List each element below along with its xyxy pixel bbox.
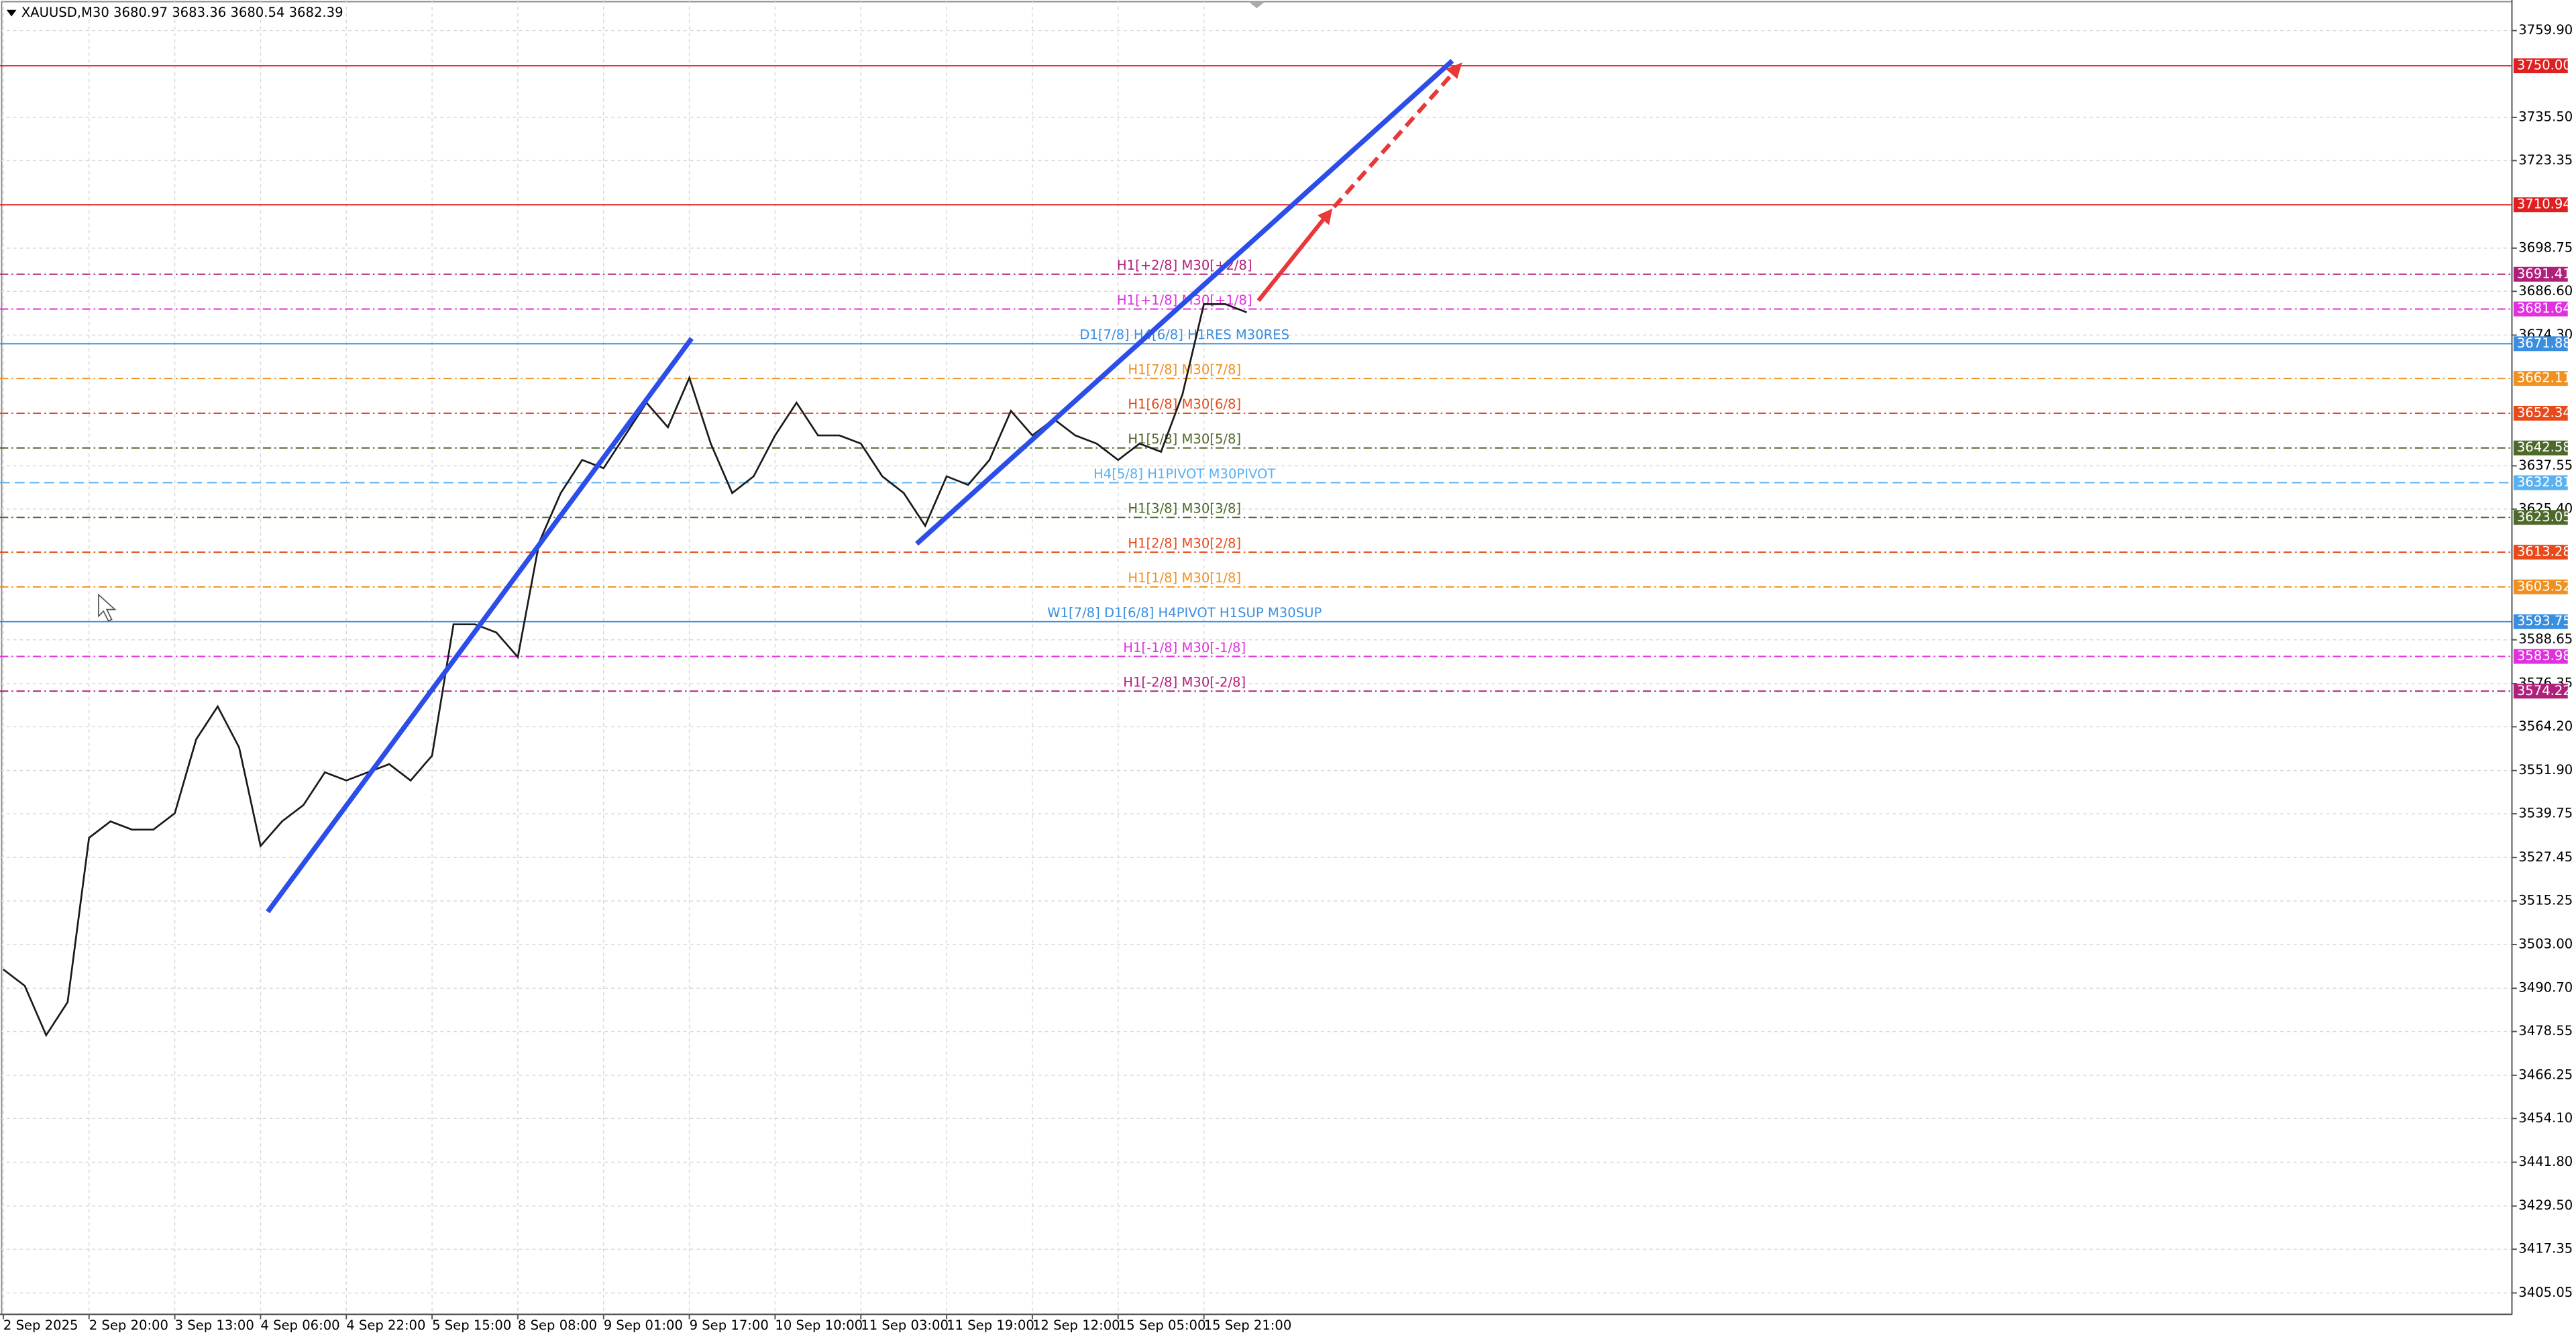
- y-tick-label: 3539.75: [2518, 806, 2573, 821]
- trend-line: [266, 337, 694, 914]
- y-tick-label: 3429.50: [2518, 1197, 2573, 1213]
- scroll-marker: [1248, 1, 1265, 9]
- y-tick-label: 3417.35: [2518, 1241, 2573, 1256]
- x-tick-label: 4 Sep 22:00: [346, 1318, 425, 1333]
- mouse-cursor: [98, 593, 117, 622]
- arrow-head: [1318, 209, 1333, 225]
- y-tick-label: 3478.55: [2518, 1023, 2573, 1038]
- levels: H1[+2/8] M30[+2/8]H1[+1/8] M30[+1/8]D1[7…: [0, 65, 2512, 692]
- x-tick-label: 11 Sep 19:00: [947, 1318, 1034, 1333]
- level-text: H1[7/8] M30[7/8]: [1128, 362, 1241, 377]
- y-tick-label: 3441.80: [2518, 1154, 2573, 1169]
- level-price-box: [2513, 649, 2568, 664]
- menu-marker[interactable]: [6, 9, 17, 17]
- level-price-box: [2513, 405, 2568, 421]
- level-price-box: [2513, 301, 2568, 317]
- level-price-label: 3632.81: [2517, 474, 2571, 490]
- x-tick-label: 4 Sep 06:00: [260, 1318, 339, 1333]
- level-price-label: 3642.58: [2517, 439, 2571, 455]
- y-tick-label: 3686.60: [2518, 283, 2573, 299]
- level-price-label: 3710.94: [2517, 197, 2571, 212]
- level-price-label: 3613.28: [2517, 544, 2571, 559]
- y-tick-label: 3405.05: [2518, 1285, 2573, 1300]
- y-tick-label: 3564.20: [2518, 718, 2573, 734]
- level-price-label: 3623.05: [2517, 509, 2571, 525]
- level-price-label: 3652.34: [2517, 405, 2571, 420]
- level-price-box: [2513, 684, 2568, 699]
- level-price-label: 3671.88: [2517, 335, 2571, 351]
- level-price-label: 3681.64: [2517, 301, 2571, 316]
- level-text: H1[6/8] M30[6/8]: [1128, 396, 1241, 412]
- x-tick-label: 3 Sep 13:00: [175, 1318, 254, 1333]
- level-price-box: [2513, 336, 2568, 352]
- level-price-label: 3662.11: [2517, 370, 2571, 386]
- plot-frame: [1, 1, 2513, 1316]
- level-price-label: 3583.98: [2517, 648, 2571, 663]
- level-text: D1[7/8] H4[6/8] H1RES M30RES: [1079, 327, 1289, 343]
- y-tick-label: 3490.70: [2518, 980, 2573, 996]
- y-tick-label: 3735.50: [2518, 109, 2573, 124]
- level-text: H1[2/8] M30[2/8]: [1128, 535, 1241, 551]
- x-tick-label: 15 Sep 05:00: [1118, 1318, 1206, 1333]
- y-tick-label: 3698.75: [2518, 239, 2573, 255]
- y-tick-label: 3466.25: [2518, 1067, 2573, 1082]
- level-price-box: [2513, 579, 2568, 594]
- x-tick-label: 12 Sep 12:00: [1032, 1318, 1120, 1333]
- level-price-label: 3574.22: [2517, 683, 2571, 698]
- level-text: W1[7/8] D1[6/8] H4PIVOT H1SUP M30SUP: [1047, 605, 1322, 621]
- level-price-box: [2513, 475, 2568, 490]
- level-price-box: [2513, 266, 2568, 282]
- x-tick-label: 11 Sep 03:00: [861, 1318, 949, 1333]
- level-price-label: 3750.00: [2517, 58, 2571, 73]
- level-text: H1[-1/8] M30[-1/8]: [1123, 640, 1246, 655]
- y-tick-label: 3454.10: [2518, 1110, 2573, 1126]
- y-tick-label: 3503.00: [2518, 936, 2573, 951]
- y-tick-label: 3759.90: [2518, 22, 2573, 38]
- x-tick-label: 8 Sep 08:00: [518, 1318, 597, 1333]
- level-price-box: [2513, 58, 2568, 74]
- x-tick-label: 2 Sep 2025: [3, 1318, 78, 1333]
- level-price-box: [2513, 197, 2568, 213]
- level-price-box: [2513, 371, 2568, 386]
- level-text: H1[-2/8] M30[-2/8]: [1123, 675, 1246, 690]
- x-tick-label: 10 Sep 10:00: [775, 1318, 863, 1333]
- level-text: H1[3/8] M30[3/8]: [1128, 501, 1241, 517]
- level-text: H1[5/8] M30[5/8]: [1128, 431, 1241, 447]
- level-price-box: [2513, 545, 2568, 560]
- y-tick-label: 3588.65: [2518, 631, 2573, 647]
- x-tick-label: 9 Sep 17:00: [690, 1318, 769, 1333]
- level-text: H4[5/8] H1PIVOT M30PIVOT: [1093, 466, 1276, 482]
- chart-title: XAUUSD,M30 3680.97 3683.36 3680.54 3682.…: [21, 5, 343, 20]
- level-price-box: [2513, 440, 2568, 456]
- y-tick-label: 3723.35: [2518, 152, 2573, 168]
- axes: 3759.903735.503723.353698.753686.603674.…: [2, 22, 2573, 1333]
- y-tick-label: 3551.90: [2518, 762, 2573, 778]
- level-price-box: [2513, 510, 2568, 525]
- arrow-head: [1446, 62, 1462, 79]
- x-tick-label: 9 Sep 01:00: [604, 1318, 683, 1333]
- level-price-label: 3691.41: [2517, 266, 2571, 281]
- forecast-arrow-dashed: [1332, 72, 1454, 209]
- forecast-arrow: [1256, 217, 1326, 303]
- level-text: H1[1/8] M30[1/8]: [1128, 570, 1241, 586]
- y-tick-label: 3637.55: [2518, 458, 2573, 473]
- level-price-label: 3593.75: [2517, 613, 2571, 629]
- x-tick-label: 5 Sep 15:00: [432, 1318, 511, 1333]
- x-tick-label: 2 Sep 20:00: [89, 1318, 168, 1333]
- level-price-box: [2513, 614, 2568, 629]
- y-tick-label: 3527.45: [2518, 849, 2573, 865]
- y-tick-label: 3515.25: [2518, 892, 2573, 908]
- x-tick-label: 15 Sep 21:00: [1204, 1318, 1292, 1333]
- level-price-label: 3603.52: [2517, 578, 2571, 594]
- trend-line: [915, 58, 1454, 546]
